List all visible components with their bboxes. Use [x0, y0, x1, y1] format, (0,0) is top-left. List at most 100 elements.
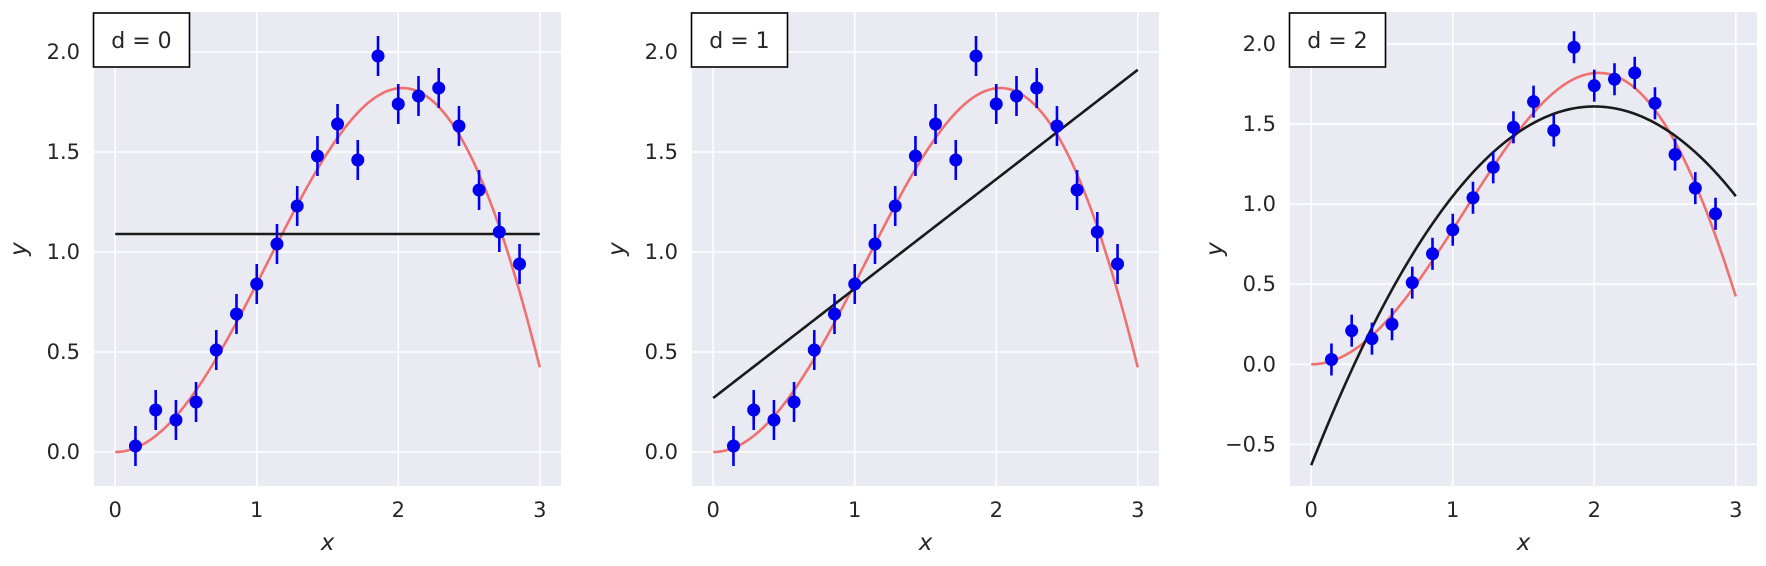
x-axis-label: x [320, 530, 335, 556]
x-tick-label: 0 [109, 498, 122, 522]
plot-content [712, 36, 1140, 466]
data-point [1030, 81, 1044, 95]
y-tick-label: 2.0 [645, 40, 678, 64]
data-point [472, 183, 486, 197]
data-point [411, 89, 425, 103]
y-tick-label: 0.5 [47, 340, 80, 364]
y-tick-label: −0.5 [1225, 432, 1276, 456]
y-tick-label: 1.0 [645, 240, 678, 264]
x-axis-label: x [1516, 530, 1531, 556]
plot-content [1310, 31, 1738, 466]
y-tick-label: 0.0 [47, 440, 80, 464]
data-point [391, 97, 405, 111]
x-axis-label: x [918, 530, 933, 556]
y-tick-label: 1.5 [47, 140, 80, 164]
data-point [989, 97, 1003, 111]
data-point [432, 81, 446, 95]
plot-area [94, 12, 561, 486]
plot-area [692, 12, 1159, 486]
degree-annotation: d = 1 [709, 29, 769, 54]
data-point [1567, 40, 1581, 54]
data-point [1486, 160, 1500, 174]
data-point [1668, 148, 1682, 162]
data-point [371, 49, 385, 63]
data-point [1090, 225, 1104, 239]
data-point [828, 307, 842, 321]
y-tick-label: 1.5 [645, 140, 678, 164]
data-point [492, 225, 506, 239]
true-function-line [713, 86, 1140, 454]
x-tick-label: 2 [990, 498, 1003, 522]
x-tick-label: 0 [707, 498, 720, 522]
data-point [1527, 95, 1541, 109]
y-tick-label: 1.0 [1243, 192, 1276, 216]
data-point [1446, 223, 1460, 237]
subplot-2: 0 1 2 3 0.0 0.5 1.0 1.5 2.0 x y d = 1 [604, 12, 1159, 556]
data-point [848, 277, 862, 291]
data-point [270, 237, 284, 251]
y-tick-label: 1.0 [47, 240, 80, 264]
data-point [351, 153, 365, 167]
polynomial-fit-line [712, 68, 1139, 400]
degree-annotation-box [92, 12, 191, 68]
data-point [1506, 120, 1520, 134]
data-point [452, 119, 466, 133]
y-tick-label: 2.0 [47, 40, 80, 64]
data-point [787, 395, 801, 409]
data-point [1324, 352, 1338, 366]
data-point [149, 403, 163, 417]
data-point [128, 439, 142, 453]
degree-annotation: d = 0 [111, 29, 171, 54]
data-point [1426, 247, 1440, 261]
x-tick-label: 3 [1131, 498, 1144, 522]
y-axis-label: y [1202, 242, 1228, 257]
data-point [726, 439, 740, 453]
data-point [1628, 66, 1642, 80]
degree-annotation-box [1288, 12, 1387, 68]
true-function-line [115, 86, 542, 454]
data-point [1688, 181, 1702, 195]
data-point [1405, 276, 1419, 290]
x-tick-label: 2 [392, 498, 405, 522]
x-tick-label: 3 [1729, 498, 1742, 522]
data-point [513, 257, 527, 271]
y-tick-label: 0.0 [645, 440, 678, 464]
y-tick-label: 0.5 [645, 340, 678, 364]
data-point [1385, 317, 1399, 331]
data-point [1365, 332, 1379, 346]
data-point [1050, 119, 1064, 133]
data-point [1009, 89, 1023, 103]
data-point [1070, 183, 1084, 197]
true-function-line [1311, 71, 1738, 366]
x-tick-label: 1 [848, 498, 861, 522]
data-point [169, 413, 183, 427]
data-point [1547, 124, 1561, 137]
data-point [250, 277, 264, 291]
x-tick-label: 0 [1305, 498, 1318, 522]
y-tick-label: 0.5 [1243, 272, 1276, 296]
degree-annotation-box [690, 12, 789, 68]
y-tick-label: 2.0 [1243, 32, 1276, 56]
y-tick-label: 0.0 [1243, 352, 1276, 376]
x-tick-label: 3 [533, 498, 546, 522]
data-point [310, 149, 324, 163]
data-point [767, 413, 781, 427]
data-point [1466, 191, 1480, 205]
x-tick-label: 1 [1446, 498, 1459, 522]
data-point [747, 403, 761, 417]
data-point [969, 49, 983, 63]
data-point [868, 237, 882, 251]
data-point [1648, 96, 1662, 110]
y-axis-label: y [604, 242, 630, 257]
y-tick-label: 1.5 [1243, 112, 1276, 136]
data-point [929, 117, 943, 131]
data-point [290, 199, 304, 213]
subplot-1: 0 1 2 3 0.0 0.5 1.0 1.5 2.0 x y d = 0 [6, 12, 561, 556]
data-point [1587, 79, 1601, 93]
data-point [807, 343, 821, 357]
plot-area [1290, 12, 1757, 486]
x-tick-label: 2 [1588, 498, 1601, 522]
data-point [1709, 207, 1723, 221]
plot-content [115, 36, 542, 466]
y-axis-label: y [6, 242, 32, 257]
